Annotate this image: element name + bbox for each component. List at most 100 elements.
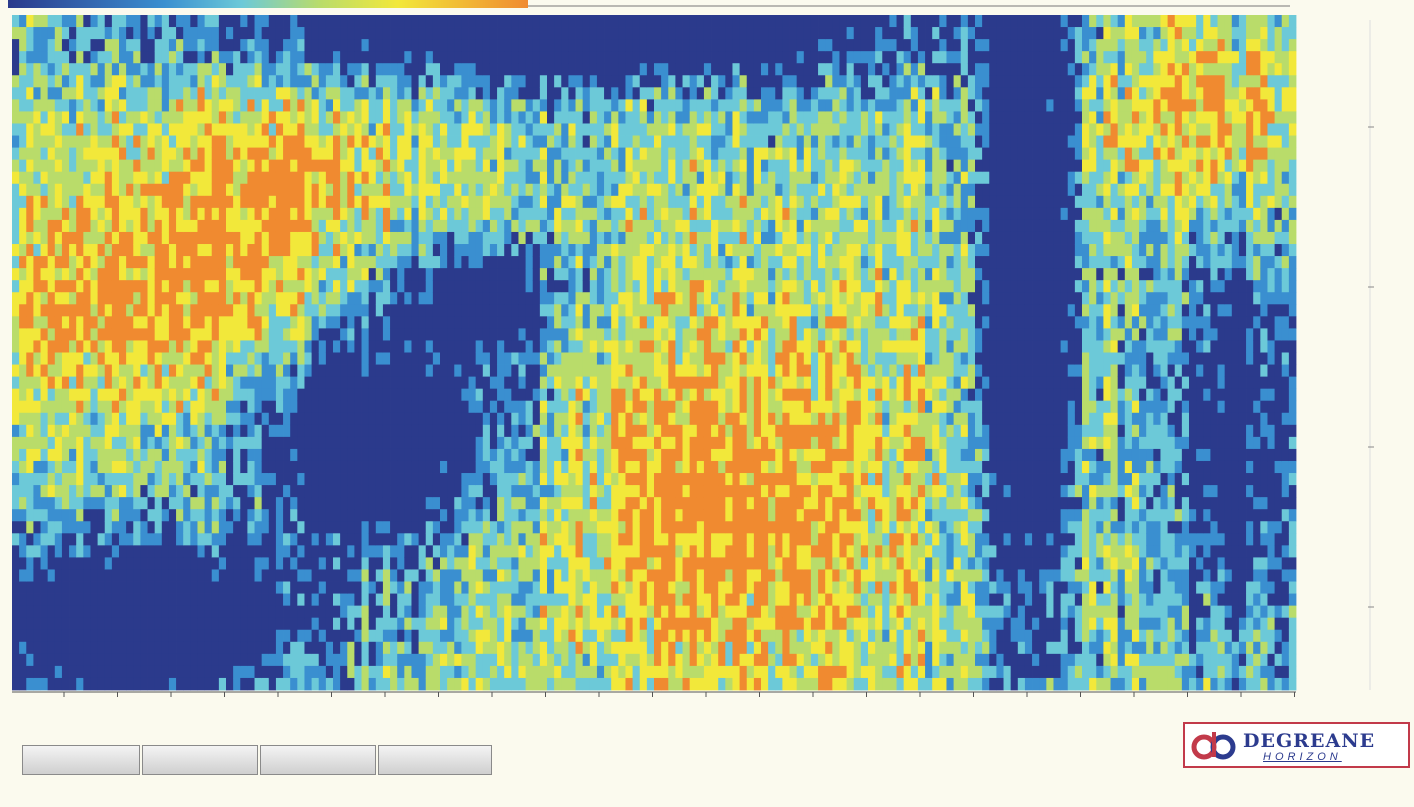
- heat-cell: [240, 533, 248, 545]
- heat-cell: [333, 148, 341, 160]
- heat-cell: [354, 509, 362, 521]
- heat-cell: [568, 533, 576, 545]
- heat-cell: [205, 353, 213, 365]
- heat-cell: [476, 449, 484, 461]
- heat-cell: [547, 292, 555, 304]
- heat-cell: [19, 353, 27, 365]
- heat-cell: [169, 461, 177, 473]
- heat-cell: [390, 642, 398, 654]
- heat-cell: [461, 75, 469, 87]
- heat-cell: [162, 473, 170, 485]
- heat-cell: [26, 509, 34, 521]
- heat-cell: [19, 27, 27, 39]
- heat-cell: [469, 485, 477, 497]
- heat-cell: [297, 15, 305, 27]
- heat-cell: [404, 184, 412, 196]
- heat-cell: [440, 304, 448, 316]
- heat-cell: [490, 99, 498, 111]
- heat-cell: [411, 401, 419, 413]
- heat-cell: [90, 184, 98, 196]
- heat-cell: [554, 136, 562, 148]
- heat-cell: [618, 353, 626, 365]
- heat-cell: [568, 123, 576, 135]
- heat-cell: [183, 606, 191, 618]
- heat-cell: [155, 497, 163, 509]
- heat-cell: [112, 316, 120, 328]
- heat-cell: [304, 533, 312, 545]
- heat-cell: [440, 75, 448, 87]
- heat-cell: [511, 630, 519, 642]
- heat-cell: [597, 123, 605, 135]
- heat-cell: [504, 184, 512, 196]
- heat-cell: [383, 425, 391, 437]
- heat-cell: [212, 63, 220, 75]
- heat-cell: [12, 220, 20, 232]
- heat-cell: [347, 509, 355, 521]
- heat-cell: [219, 136, 227, 148]
- heat-cell: [397, 256, 405, 268]
- heat-cell: [561, 232, 569, 244]
- heat-cell: [326, 485, 334, 497]
- heat-cell: [547, 569, 555, 581]
- heat-cell: [41, 365, 49, 377]
- heat-cell: [319, 75, 327, 87]
- heat-cell: [411, 666, 419, 678]
- heat-cell: [426, 666, 434, 678]
- heat-cell: [511, 401, 519, 413]
- heat-cell: [511, 654, 519, 666]
- heat-cell: [12, 51, 20, 63]
- heat-cell: [618, 389, 626, 401]
- heat-cell: [504, 666, 512, 678]
- heat-cell: [597, 666, 605, 678]
- heat-cell: [426, 172, 434, 184]
- heat-cell: [269, 316, 277, 328]
- heat-cell: [233, 208, 241, 220]
- heat-cell: [362, 485, 370, 497]
- heat-cell: [83, 15, 91, 27]
- heat-cell: [212, 123, 220, 135]
- heat-cell: [568, 304, 576, 316]
- heat-cell: [583, 280, 591, 292]
- heat-cell: [618, 461, 626, 473]
- heat-cell: [162, 618, 170, 630]
- heat-cell: [219, 533, 227, 545]
- heat-cell: [226, 184, 234, 196]
- heat-cell: [112, 160, 120, 172]
- heat-cell: [90, 63, 98, 75]
- heat-cell: [561, 220, 569, 232]
- heat-cell: [262, 642, 270, 654]
- heat-cell: [247, 509, 255, 521]
- heat-cell: [369, 27, 377, 39]
- heat-cell: [454, 123, 462, 135]
- heat-cell: [625, 557, 633, 569]
- heat-cell: [411, 99, 419, 111]
- heat-cell: [419, 280, 427, 292]
- heat-cell: [597, 87, 605, 99]
- heat-cell: [162, 437, 170, 449]
- heat-cell: [433, 75, 441, 87]
- heat-cell: [219, 449, 227, 461]
- heat-cell: [483, 497, 491, 509]
- heat-cell: [504, 437, 512, 449]
- heat-cell: [262, 485, 270, 497]
- heat-cell: [233, 340, 241, 352]
- heat-cell: [633, 160, 641, 172]
- heat-cell: [640, 280, 648, 292]
- heat-cell: [568, 244, 576, 256]
- heat-cell: [354, 353, 362, 365]
- heat-cell: [269, 425, 277, 437]
- heat-cell: [247, 654, 255, 666]
- heat-cell: [640, 557, 648, 569]
- heat-cell: [362, 377, 370, 389]
- heat-cell: [369, 353, 377, 365]
- heat-cell: [297, 280, 305, 292]
- heat-cell: [469, 208, 477, 220]
- heat-cell: [276, 606, 284, 618]
- heat-cell: [112, 87, 120, 99]
- heat-cell: [640, 256, 648, 268]
- heat-cell: [590, 401, 598, 413]
- heat-cell: [547, 208, 555, 220]
- heat-cell: [625, 569, 633, 581]
- heat-cell: [583, 533, 591, 545]
- heat-cell: [390, 111, 398, 123]
